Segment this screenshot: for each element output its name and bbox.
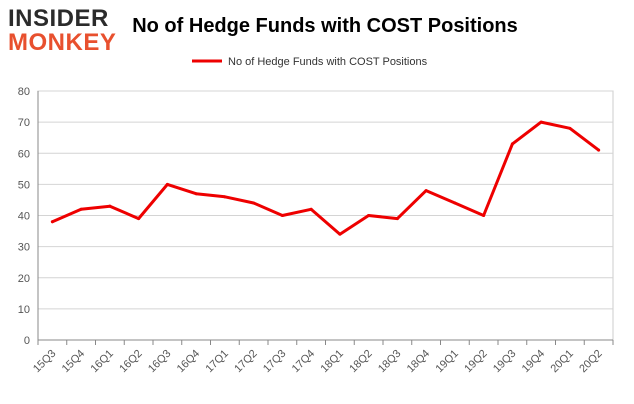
data-point [194,192,198,196]
series-line [50,120,601,236]
data-point [280,214,284,217]
y-tick-label: 80 [18,86,30,98]
data-point [165,182,169,186]
data-point [539,120,543,124]
data-point [338,232,342,236]
x-tick-label: 19Q3 [491,348,519,376]
x-tick-label: 16Q2 [117,348,145,376]
legend-label: No of Hedge Funds with COST Positions [228,56,428,68]
x-tick-label: 19Q4 [520,348,548,376]
x-tick-label: 17Q1 [203,348,231,376]
x-tick-label: 15Q3 [31,348,59,376]
y-tick-label: 0 [24,335,30,347]
data-point [453,201,457,205]
axes [37,91,614,345]
data-point [50,220,54,224]
data-point [367,214,371,217]
y-tick-label: 10 [18,304,30,316]
y-tick-label: 70 [18,117,30,129]
x-tick-label: 19Q1 [433,348,461,376]
y-tick-labels: 0 10 20 30 40 50 60 70 80 [18,86,30,347]
x-tick-label: 19Q2 [462,348,490,376]
y-tick-label: 50 [18,179,30,191]
y-tick-label: 40 [18,211,30,223]
x-tick-label: 18Q1 [318,348,346,376]
data-point [137,217,141,221]
legend: No of Hedge Funds with COST Positions [192,56,428,68]
y-tick-label: 60 [18,148,30,160]
x-tick-label: 15Q4 [60,348,88,376]
x-tick-label: 16Q3 [146,348,174,376]
y-tick-label: 20 [18,273,30,285]
series-hedge-funds [50,120,601,236]
gridlines [38,90,613,310]
x-tick-label: 20Q2 [577,348,605,376]
chart-title: No of Hedge Funds with COST Positions [132,15,518,37]
x-tick-label: 16Q4 [175,348,203,376]
x-tick-label: 17Q4 [290,348,318,376]
x-tick-label: 17Q2 [232,348,260,376]
x-tick-label: 16Q1 [88,348,116,376]
data-point [79,207,83,211]
data-point [597,148,601,152]
data-point [568,126,572,130]
data-point [252,201,256,205]
data-point [223,195,227,199]
x-tick-label: 18Q4 [405,348,433,376]
data-point [309,207,313,211]
x-tick-label: 17Q3 [261,348,289,376]
data-point [108,204,112,208]
data-point [482,214,486,217]
data-point [424,189,428,193]
x-tick-labels: 15Q3 15Q4 16Q1 16Q2 16Q3 16Q4 17Q1 17Q2 17Q3 17Q4… [31,348,605,376]
data-point [395,217,399,221]
y-tick-label: 30 [18,242,30,254]
x-tick-label: 18Q3 [376,348,404,376]
logo-insider-text: INSIDER [8,5,109,32]
x-tick-label: 20Q1 [548,348,576,376]
x-tick-label: 18Q2 [347,348,375,376]
logo: INSIDER MONKEY [8,5,116,56]
logo-monkey-text: MONKEY [8,29,116,56]
data-point [510,142,514,146]
